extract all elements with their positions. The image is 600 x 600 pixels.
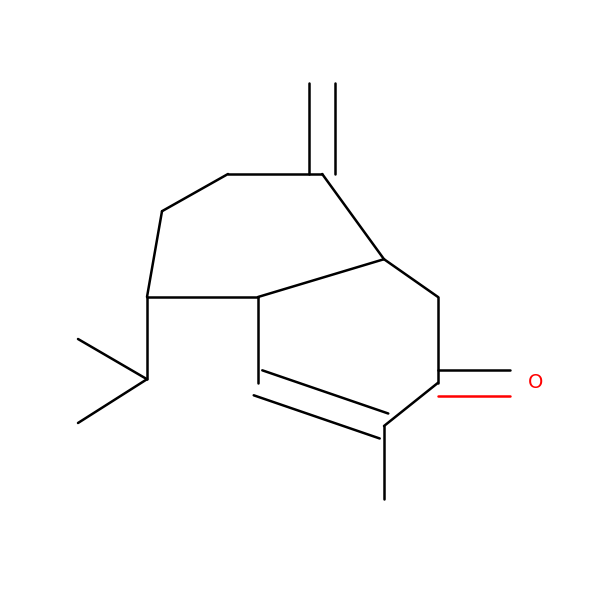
Text: O: O [528, 373, 544, 392]
